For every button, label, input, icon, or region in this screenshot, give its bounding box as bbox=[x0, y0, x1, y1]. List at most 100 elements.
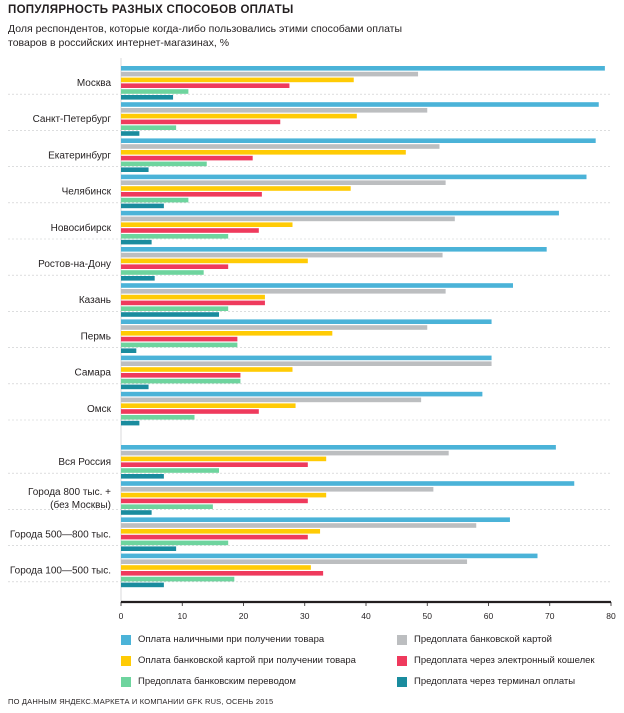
bar-ewallet bbox=[121, 228, 259, 233]
bar-prepay_card bbox=[121, 397, 422, 403]
bar-terminal bbox=[121, 582, 164, 588]
bar-cash bbox=[121, 102, 599, 107]
bar-cash bbox=[121, 283, 513, 288]
bar-ewallet bbox=[121, 83, 290, 88]
bar-card_on_delivery bbox=[121, 294, 265, 300]
category-label: Москва bbox=[77, 78, 112, 89]
legend-label-card-on-delivery: Оплата банковской картой при получении т… bbox=[138, 655, 356, 666]
bar-bank_transfer bbox=[121, 234, 229, 239]
bar-cash bbox=[121, 517, 510, 522]
x-tick-label: 70 bbox=[545, 611, 555, 621]
bar-card_on_delivery bbox=[121, 529, 321, 534]
bar-ewallet bbox=[121, 534, 308, 540]
bar-cash bbox=[121, 355, 492, 361]
category-label: Казань bbox=[79, 295, 111, 306]
legend-swatch-ewallet bbox=[397, 655, 407, 666]
bar-card_on_delivery bbox=[121, 186, 351, 191]
bar-terminal bbox=[121, 510, 152, 515]
bar-ewallet bbox=[121, 119, 281, 125]
legend-swatch-prepay-card bbox=[397, 634, 407, 645]
bar-prepay_card bbox=[121, 180, 446, 185]
category-label: Екатеринбург bbox=[48, 149, 111, 161]
bar-terminal bbox=[121, 420, 140, 426]
bar-card_on_delivery bbox=[121, 367, 293, 372]
bar-cash bbox=[121, 138, 596, 143]
category-label: Города 500—800 тыс. bbox=[10, 529, 111, 540]
bar-bank_transfer bbox=[121, 468, 219, 473]
bar-ewallet bbox=[121, 336, 238, 342]
legend-item-prepay-card: Предоплата банковской картой bbox=[397, 634, 552, 645]
bar-card_on_delivery bbox=[121, 331, 333, 336]
x-tick-label: 0 bbox=[119, 611, 124, 621]
bar-card_on_delivery bbox=[121, 77, 354, 83]
x-tick-label: 10 bbox=[178, 611, 188, 621]
legend-label-prepay-card: Предоплата банковской картой bbox=[414, 634, 552, 645]
bar-card_on_delivery bbox=[121, 565, 311, 570]
bar-ewallet bbox=[121, 571, 324, 576]
bar-bank_transfer bbox=[121, 161, 207, 167]
bar-bank_transfer bbox=[121, 89, 189, 94]
legend-label-terminal: Предоплата через терминал оплаты bbox=[414, 676, 576, 687]
source-note: ПО ДАННЫМ ЯНДЕКС.МАРКЕТА И КОМПАНИИ GFK … bbox=[8, 697, 274, 706]
bar-terminal bbox=[121, 239, 152, 245]
category-label: Города 100—500 тыс. bbox=[10, 566, 111, 577]
bar-bank_transfer bbox=[121, 504, 213, 509]
bar-prepay_card bbox=[121, 361, 492, 366]
bar-terminal bbox=[121, 312, 219, 317]
legend-item-card-on-delivery: Оплата банковской картой при получении т… bbox=[121, 655, 356, 666]
bar-bank_transfer bbox=[121, 306, 229, 311]
bar-prepay_card bbox=[121, 559, 468, 564]
bar-card_on_delivery bbox=[121, 222, 293, 227]
legend-label-bank-transfer: Предоплата банковским переводом bbox=[138, 676, 296, 687]
bar-bank_transfer bbox=[121, 270, 204, 275]
bar-card_on_delivery bbox=[121, 403, 296, 408]
category-label: Пермь bbox=[81, 331, 111, 342]
x-tick-label: 80 bbox=[606, 611, 616, 621]
bar-cash bbox=[121, 445, 556, 450]
x-tick-label: 60 bbox=[484, 611, 494, 621]
bar-cash bbox=[121, 210, 559, 216]
legend-item-cash: Оплата наличными при получении товара bbox=[121, 634, 324, 645]
bar-ewallet bbox=[121, 462, 308, 467]
legend-label-cash: Оплата наличными при получении товара bbox=[138, 634, 325, 645]
bar-bank_transfer bbox=[121, 125, 177, 130]
bar-bank_transfer bbox=[121, 197, 189, 203]
bar-card_on_delivery bbox=[121, 456, 327, 462]
bar-ewallet bbox=[121, 498, 308, 504]
bar-card_on_delivery bbox=[121, 258, 308, 264]
bar-cash bbox=[121, 481, 575, 486]
legend-swatch-terminal bbox=[397, 676, 407, 687]
legend-item-ewallet: Предоплата через электронный кошелек bbox=[397, 655, 595, 666]
bar-terminal bbox=[121, 95, 174, 100]
bar-ewallet bbox=[121, 300, 265, 306]
category-label: Санкт-Петербург bbox=[33, 113, 112, 125]
chart-title: ПОПУЛЯРНОСТЬ РАЗНЫХ СПОСОБОВ ОПЛАТЫ bbox=[8, 4, 294, 16]
chart-subtitle: Доля респондентов, которые когда-либо по… bbox=[8, 23, 403, 49]
x-tick-label: 20 bbox=[239, 611, 249, 621]
bar-terminal bbox=[121, 203, 164, 209]
bar-ewallet bbox=[121, 409, 259, 414]
bar-prepay_card bbox=[121, 144, 440, 149]
bar-cash bbox=[121, 319, 492, 324]
bar-terminal bbox=[121, 276, 155, 281]
bar-prepay_card bbox=[121, 289, 446, 294]
bar-cash bbox=[121, 174, 587, 180]
category-label: Вся Россия bbox=[58, 457, 111, 468]
legend-item-terminal: Предоплата через терминал оплаты bbox=[397, 676, 575, 687]
category-label: Челябинск bbox=[62, 186, 112, 198]
bar-prepay_card bbox=[121, 71, 419, 77]
bar-bank_transfer bbox=[121, 342, 238, 348]
category-label: Города 800 тыс. + (без Москвы) bbox=[28, 487, 111, 511]
bar-chart: Москва Санкт-Петербург Екатеринбург Челябин… bbox=[8, 58, 616, 621]
bar-card_on_delivery bbox=[121, 113, 357, 119]
legend-swatch-bank-transfer bbox=[121, 676, 131, 687]
bar-prepay_card bbox=[121, 487, 434, 492]
bar-ewallet bbox=[121, 192, 262, 197]
bar-ewallet bbox=[121, 264, 229, 269]
legend-label-ewallet: Предоплата через электронный кошелек bbox=[414, 655, 595, 666]
bar-cash bbox=[121, 247, 547, 252]
bar-terminal bbox=[121, 131, 140, 136]
bar-cash bbox=[121, 553, 538, 559]
legend-item-bank-transfer: Предоплата банковским переводом bbox=[121, 676, 296, 687]
bar-terminal bbox=[121, 348, 137, 353]
